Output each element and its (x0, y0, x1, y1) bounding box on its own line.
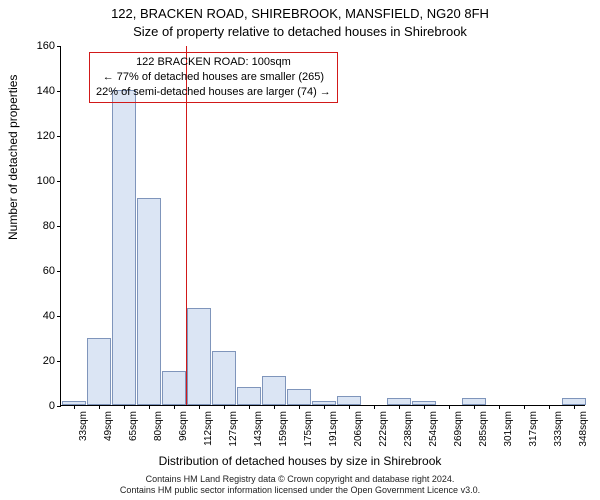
x-tick-mark (449, 405, 450, 409)
footer-line-2: Contains HM public sector information li… (0, 485, 600, 496)
x-tick-label: 49sqm (103, 411, 114, 441)
x-tick-label: 348sqm (578, 411, 589, 447)
y-tick-mark (57, 316, 61, 317)
x-tick-label: 301sqm (503, 411, 514, 447)
x-tick-label: 80sqm (153, 411, 164, 441)
annotation-line-1: 122 BRACKEN ROAD: 100sqm (96, 55, 331, 70)
histogram-bar (562, 398, 586, 405)
histogram-bar (212, 351, 236, 405)
x-tick-label: 254sqm (428, 411, 439, 447)
y-tick-label: 20 (19, 355, 61, 367)
y-tick-label: 120 (19, 130, 61, 142)
subtitle: Size of property relative to detached ho… (0, 24, 600, 39)
x-tick-label: 33sqm (78, 411, 89, 441)
x-tick-label: 269sqm (453, 411, 464, 447)
x-tick-mark (549, 405, 550, 409)
footer-attribution: Contains HM Land Registry data © Crown c… (0, 474, 600, 497)
histogram-bar (387, 398, 411, 405)
x-tick-mark (274, 405, 275, 409)
x-tick-label: 159sqm (278, 411, 289, 447)
x-tick-mark (349, 405, 350, 409)
x-tick-label: 206sqm (353, 411, 364, 447)
x-tick-mark (199, 405, 200, 409)
x-tick-mark (174, 405, 175, 409)
x-tick-mark (74, 405, 75, 409)
y-tick-label: 40 (19, 310, 61, 322)
x-tick-label: 222sqm (378, 411, 389, 447)
x-tick-mark (224, 405, 225, 409)
y-tick-mark (57, 46, 61, 47)
x-tick-label: 191sqm (328, 411, 339, 447)
address-title: 122, BRACKEN ROAD, SHIREBROOK, MANSFIELD… (0, 6, 600, 21)
x-tick-label: 143sqm (253, 411, 264, 447)
x-tick-mark (149, 405, 150, 409)
x-tick-label: 285sqm (478, 411, 489, 447)
x-tick-mark (474, 405, 475, 409)
footer-line-1: Contains HM Land Registry data © Crown c… (0, 474, 600, 485)
annotation-line-3: 22% of semi-detached houses are larger (… (96, 85, 331, 100)
x-tick-label: 127sqm (228, 411, 239, 447)
y-tick-label: 0 (19, 400, 61, 412)
x-tick-mark (424, 405, 425, 409)
y-tick-mark (57, 361, 61, 362)
x-tick-label: 333sqm (553, 411, 564, 447)
x-tick-mark (524, 405, 525, 409)
y-tick-label: 100 (19, 175, 61, 187)
histogram-bar (237, 387, 261, 405)
histogram-bar (187, 308, 211, 405)
chart-container: 122, BRACKEN ROAD, SHIREBROOK, MANSFIELD… (0, 0, 600, 500)
y-tick-mark (57, 181, 61, 182)
x-tick-mark (299, 405, 300, 409)
y-tick-mark (57, 226, 61, 227)
plot-area: 02040608010012014016033sqm49sqm65sqm80sq… (60, 46, 585, 406)
x-tick-mark (374, 405, 375, 409)
histogram-bar (287, 389, 311, 405)
y-axis-label: Number of detached properties (6, 75, 20, 240)
y-tick-label: 140 (19, 85, 61, 97)
x-tick-label: 175sqm (303, 411, 314, 447)
histogram-bar (137, 198, 161, 405)
y-tick-label: 160 (19, 40, 61, 52)
x-tick-mark (499, 405, 500, 409)
x-tick-mark (249, 405, 250, 409)
marker-annotation: 122 BRACKEN ROAD: 100sqm ← 77% of detach… (89, 52, 338, 103)
y-tick-mark (57, 406, 61, 407)
x-axis-label: Distribution of detached houses by size … (0, 454, 600, 468)
histogram-bar (337, 396, 361, 405)
y-tick-label: 60 (19, 265, 61, 277)
x-tick-label: 317sqm (528, 411, 539, 447)
x-tick-mark (399, 405, 400, 409)
histogram-bar (262, 376, 286, 405)
histogram-bar (462, 398, 486, 405)
x-tick-mark (324, 405, 325, 409)
x-tick-mark (99, 405, 100, 409)
histogram-bar (112, 90, 136, 405)
y-tick-label: 80 (19, 220, 61, 232)
annotation-line-2: ← 77% of detached houses are smaller (26… (96, 70, 331, 85)
histogram-bar (87, 338, 111, 406)
y-tick-mark (57, 136, 61, 137)
histogram-bar (162, 371, 186, 405)
x-tick-label: 238sqm (403, 411, 414, 447)
y-tick-mark (57, 271, 61, 272)
x-tick-label: 96sqm (178, 411, 189, 441)
x-tick-mark (574, 405, 575, 409)
y-tick-mark (57, 91, 61, 92)
x-tick-label: 112sqm (203, 411, 214, 446)
x-tick-mark (124, 405, 125, 409)
x-tick-label: 65sqm (128, 411, 139, 441)
